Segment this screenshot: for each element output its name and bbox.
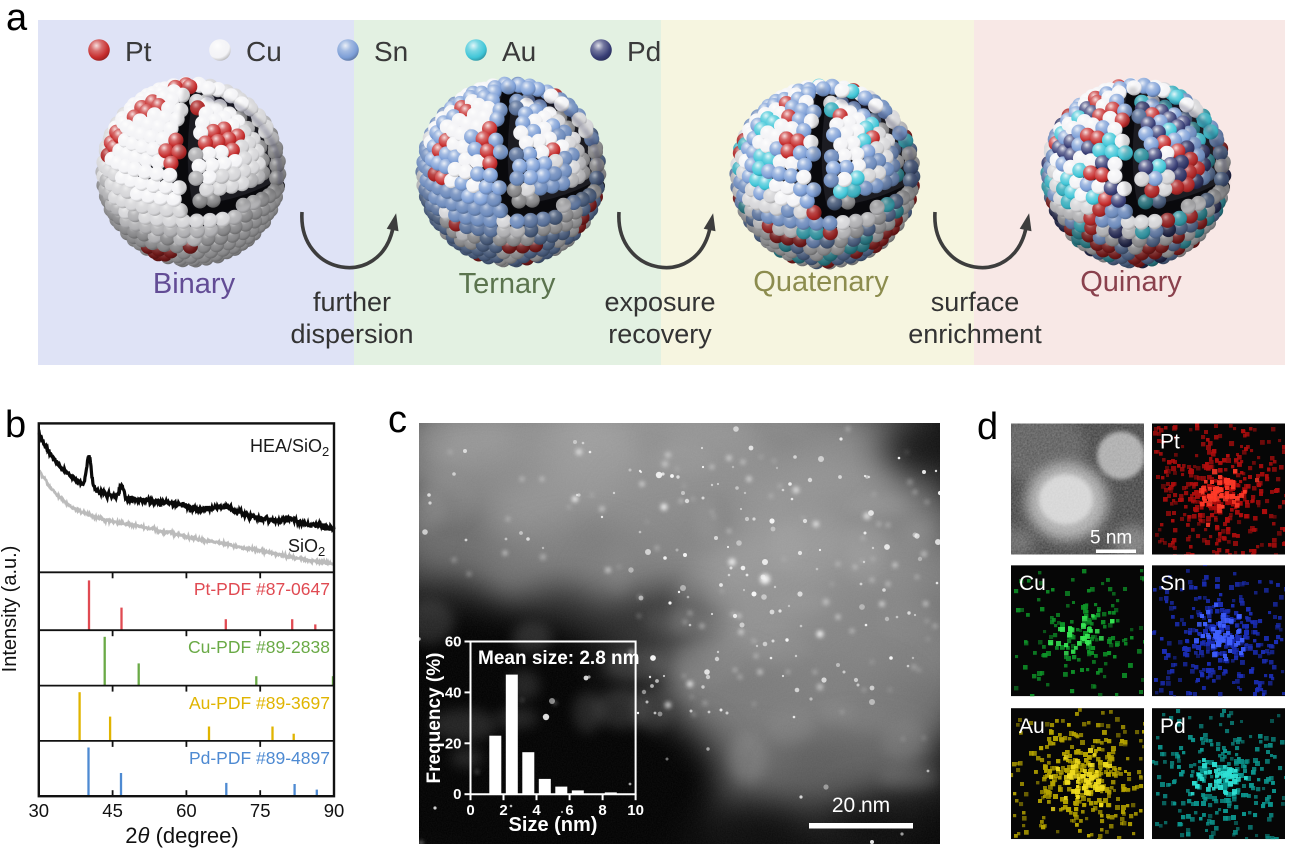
svg-text:Pt-PDF #87-0647: Pt-PDF #87-0647 xyxy=(194,579,330,599)
svg-text:60: 60 xyxy=(176,800,197,821)
svg-text:Cu-PDF #89-2838: Cu-PDF #89-2838 xyxy=(188,637,330,657)
svg-text:Frequency (%): Frequency (%) xyxy=(424,653,445,784)
svg-text:2: 2 xyxy=(499,802,507,819)
svg-text:75: 75 xyxy=(250,800,271,821)
svg-text:90: 90 xyxy=(324,800,345,821)
svg-text:0: 0 xyxy=(453,786,461,803)
svg-text:Intensity (a.u.): Intensity (a.u.) xyxy=(0,546,21,673)
svg-text:6: 6 xyxy=(565,802,573,819)
svg-text:60: 60 xyxy=(445,634,462,651)
svg-text:Pt: Pt xyxy=(1160,431,1180,454)
svg-text:4: 4 xyxy=(532,802,541,819)
svg-text:SiO2: SiO2 xyxy=(288,536,325,559)
svg-text:5 nm: 5 nm xyxy=(1090,528,1132,549)
svg-text:Sn: Sn xyxy=(1160,572,1186,595)
svg-text:Size (nm): Size (nm) xyxy=(509,814,598,836)
svg-text:10: 10 xyxy=(627,802,644,819)
svg-text:Mean size: 2.8 nm: Mean size: 2.8 nm xyxy=(478,648,640,669)
svg-text:Pd-PDF #89-4897: Pd-PDF #89-4897 xyxy=(189,748,330,768)
svg-text:HEA/SiO2: HEA/SiO2 xyxy=(250,436,329,459)
svg-text:20: 20 xyxy=(445,735,462,752)
svg-text:Au-PDF #89-3697: Au-PDF #89-3697 xyxy=(189,693,330,713)
svg-text:30: 30 xyxy=(29,800,50,821)
svg-text:20 nm: 20 nm xyxy=(832,794,890,817)
svg-text:Au: Au xyxy=(1019,715,1045,738)
svg-text:45: 45 xyxy=(102,800,123,821)
svg-text:Cu: Cu xyxy=(1019,572,1046,595)
svg-text:Pd: Pd xyxy=(1160,715,1186,738)
svg-text:0: 0 xyxy=(466,802,474,819)
svg-text:2θ (degree): 2θ (degree) xyxy=(125,823,238,848)
svg-text:8: 8 xyxy=(598,802,606,819)
svg-text:40: 40 xyxy=(445,684,462,701)
